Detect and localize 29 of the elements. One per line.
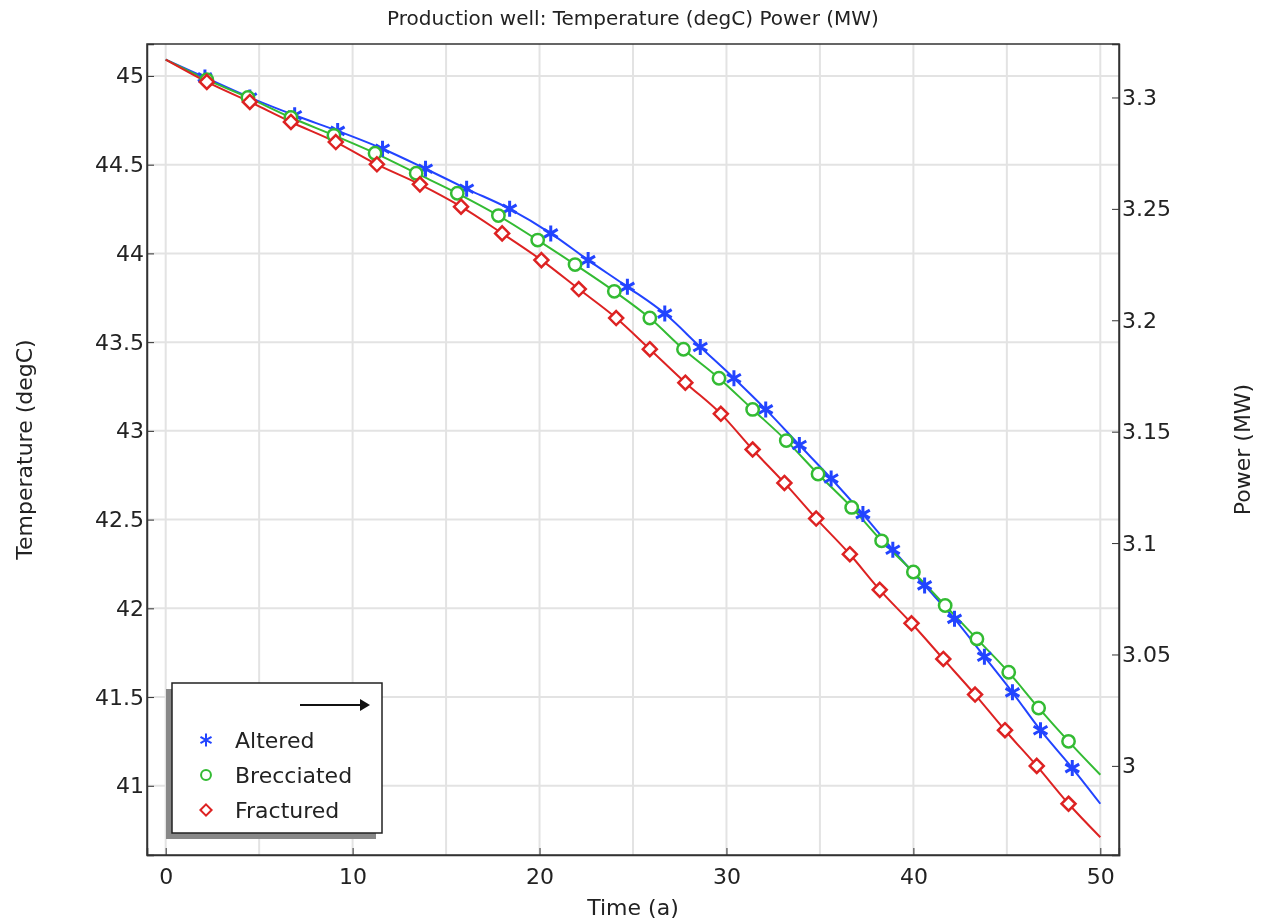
- x-tick-label: 0: [159, 864, 174, 890]
- y-axis-title: Temperature (degC): [12, 339, 37, 561]
- legend-label: Brecciated: [235, 763, 353, 788]
- y2-tick-label: 3.15: [1122, 419, 1171, 445]
- y2-tick-label: 3.05: [1122, 642, 1171, 668]
- y-tick-label: 41.5: [95, 684, 144, 710]
- x-tick-label: 10: [339, 864, 368, 890]
- y-tick-label: 44: [116, 240, 144, 266]
- y2-tick-label: 3.1: [1122, 530, 1157, 556]
- x-axis-title: Time (a): [586, 895, 679, 920]
- y-tick-label: 42: [116, 595, 144, 621]
- y2-tick-label: 3.3: [1122, 85, 1157, 111]
- x-tick-label: 20: [526, 864, 555, 890]
- y-tick-label: 42.5: [95, 507, 144, 533]
- y-tick-label: 45: [116, 63, 144, 89]
- y-tick-label: 41: [116, 773, 144, 799]
- y-tick-label: 43.5: [95, 329, 144, 355]
- y2-tick-label: 3.2: [1122, 307, 1157, 333]
- y2-tick-label: 3.25: [1122, 196, 1171, 222]
- y2-tick-label: 3: [1122, 753, 1136, 779]
- chart-title: Production well: Temperature (degC) Power (MW): [387, 6, 879, 30]
- x-tick-label: 50: [1086, 864, 1115, 890]
- legend-label: Altered: [235, 728, 315, 753]
- x-tick-label: 40: [899, 864, 928, 890]
- y-tick-label: 44.5: [95, 152, 144, 178]
- y-tick-label: 43: [116, 418, 144, 444]
- y2-axis-title: Power (MW): [1230, 383, 1255, 516]
- x-tick-label: 30: [712, 864, 741, 890]
- legend-label: Fractured: [235, 798, 340, 823]
